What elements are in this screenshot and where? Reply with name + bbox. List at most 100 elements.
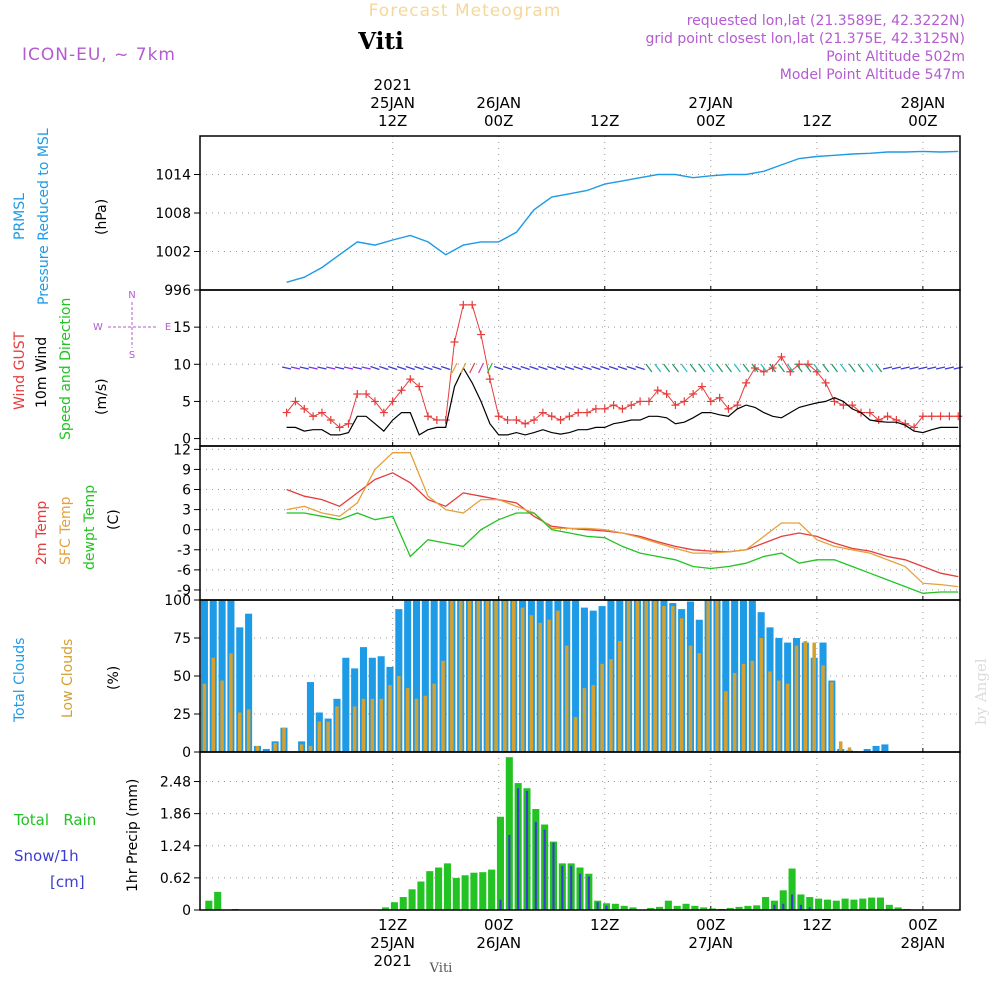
wind-direction-arrow xyxy=(769,363,777,373)
wind-direction-arrow xyxy=(432,365,442,371)
gust-point xyxy=(282,408,291,417)
bar-low-clouds xyxy=(370,698,375,752)
bar-low-clouds xyxy=(697,653,702,752)
gust-point xyxy=(556,416,565,424)
bar-low-clouds xyxy=(600,663,604,752)
bar-low-clouds xyxy=(467,600,472,752)
bar-total-rain xyxy=(417,881,425,910)
bar-low-clouds xyxy=(388,685,392,752)
y-tick-label: 5 xyxy=(182,394,191,410)
y-tick-label: 3 xyxy=(182,503,191,519)
bar-low-clouds xyxy=(299,744,304,752)
wind-direction-arrow xyxy=(352,366,362,370)
bar-low-clouds xyxy=(785,683,790,752)
wind-direction-arrow xyxy=(857,363,865,373)
bar-low-clouds xyxy=(662,606,666,752)
y-tick-label: 1014 xyxy=(155,168,191,184)
bar-low-clouds xyxy=(317,721,322,752)
bar-low-clouds xyxy=(529,615,534,752)
bar-snow xyxy=(508,834,511,910)
bar-low-clouds xyxy=(812,642,816,752)
wind-direction-arrow xyxy=(396,365,407,371)
wind-direction-arrow xyxy=(698,363,706,373)
bar-low-clouds xyxy=(405,688,410,752)
wind-direction-arrow xyxy=(494,365,504,371)
bar-total-clouds xyxy=(421,600,429,752)
gust-point xyxy=(874,416,883,424)
time-label-bottom: 12Z xyxy=(802,916,831,934)
wind-direction-arrow xyxy=(645,363,653,373)
bar-total-rain xyxy=(868,897,876,910)
bar-total-rain xyxy=(682,903,690,910)
wind-direction-arrow xyxy=(486,362,493,374)
wind-direction-arrow xyxy=(617,365,628,371)
bar-total-clouds xyxy=(218,600,226,752)
bar-low-clouds xyxy=(688,645,693,752)
gust-point xyxy=(335,423,344,432)
precip-snow-label: Snow/1h xyxy=(14,847,79,865)
wind-direction-arrow xyxy=(600,365,610,371)
wind-direction-arrow xyxy=(547,365,557,371)
bar-total-clouds xyxy=(589,610,597,752)
bar-low-clouds xyxy=(768,671,772,752)
bar-low-clouds xyxy=(838,741,843,752)
wind-direction-arrow xyxy=(299,366,309,370)
series-line-prmsl xyxy=(286,150,959,283)
pressure-label-2: Pressure Reduced to MSL xyxy=(36,128,52,305)
bar-total-clouds xyxy=(262,748,270,752)
bar-low-clouds xyxy=(724,691,728,752)
time-label-top: 12Z xyxy=(590,112,619,130)
bar-low-clouds xyxy=(423,695,428,752)
requested-coords: requested lon,lat (21.3589E, 42.3222N) xyxy=(687,13,965,29)
bar-low-clouds xyxy=(759,638,763,752)
time-label-top: 27JAN xyxy=(688,94,733,112)
gridpoint-coords: grid point closest lon,lat (21.375E, 42.… xyxy=(645,31,965,47)
bar-total-rain xyxy=(753,905,761,910)
bar-snow xyxy=(808,907,811,910)
wind-10m-label: 10m Wind xyxy=(34,337,50,408)
wind-direction-arrow xyxy=(944,366,955,370)
gust-point xyxy=(424,412,432,421)
gust-point xyxy=(830,397,839,406)
bar-total-rain xyxy=(894,907,902,910)
time-label-bottom: 00Z xyxy=(696,916,725,934)
wind-direction-arrow xyxy=(795,363,803,373)
bar-low-clouds xyxy=(635,600,640,752)
bar-low-clouds xyxy=(326,721,330,752)
wind-direction-arrow xyxy=(882,366,893,370)
gust-point xyxy=(662,390,671,398)
bar-low-clouds xyxy=(847,747,852,752)
wind-direction-arrow xyxy=(935,366,946,370)
gust-point xyxy=(317,408,326,417)
bar-snow xyxy=(578,873,582,910)
bar-low-clouds xyxy=(821,665,825,752)
wind-direction-arrow xyxy=(538,365,548,371)
bar-low-clouds xyxy=(494,600,498,752)
wind-direction-arrow xyxy=(626,365,636,371)
time-label-bottom: 12Z xyxy=(590,916,619,934)
bar-low-clouds xyxy=(229,653,233,752)
bar-snow xyxy=(587,876,590,910)
bar-low-clouds xyxy=(830,682,834,752)
bar-snow xyxy=(570,865,573,910)
gust-point xyxy=(715,393,724,402)
pressure-unit: (hPa) xyxy=(94,199,110,235)
wind-direction-arrow xyxy=(918,366,928,370)
bar-low-clouds xyxy=(653,600,657,752)
gust-point xyxy=(494,412,503,421)
bar-total-clouds xyxy=(881,744,889,752)
bar-low-clouds xyxy=(282,727,286,752)
bar-total-rain xyxy=(443,863,451,910)
bar-total-rain xyxy=(806,897,814,910)
bar-total-rain xyxy=(479,872,487,910)
wind-gust-label: Wind GUST xyxy=(12,331,28,410)
y-tick-label: 100 xyxy=(164,593,191,609)
bar-total-clouds xyxy=(342,657,350,752)
bar-snow xyxy=(561,865,564,910)
wind-direction-arrow xyxy=(654,363,662,373)
bar-low-clouds xyxy=(538,622,542,752)
wind-direction-arrow xyxy=(326,366,336,370)
y-tick-label: 15 xyxy=(173,320,191,336)
bar-low-clouds xyxy=(750,660,755,752)
clouds-unit: (%) xyxy=(106,666,122,690)
